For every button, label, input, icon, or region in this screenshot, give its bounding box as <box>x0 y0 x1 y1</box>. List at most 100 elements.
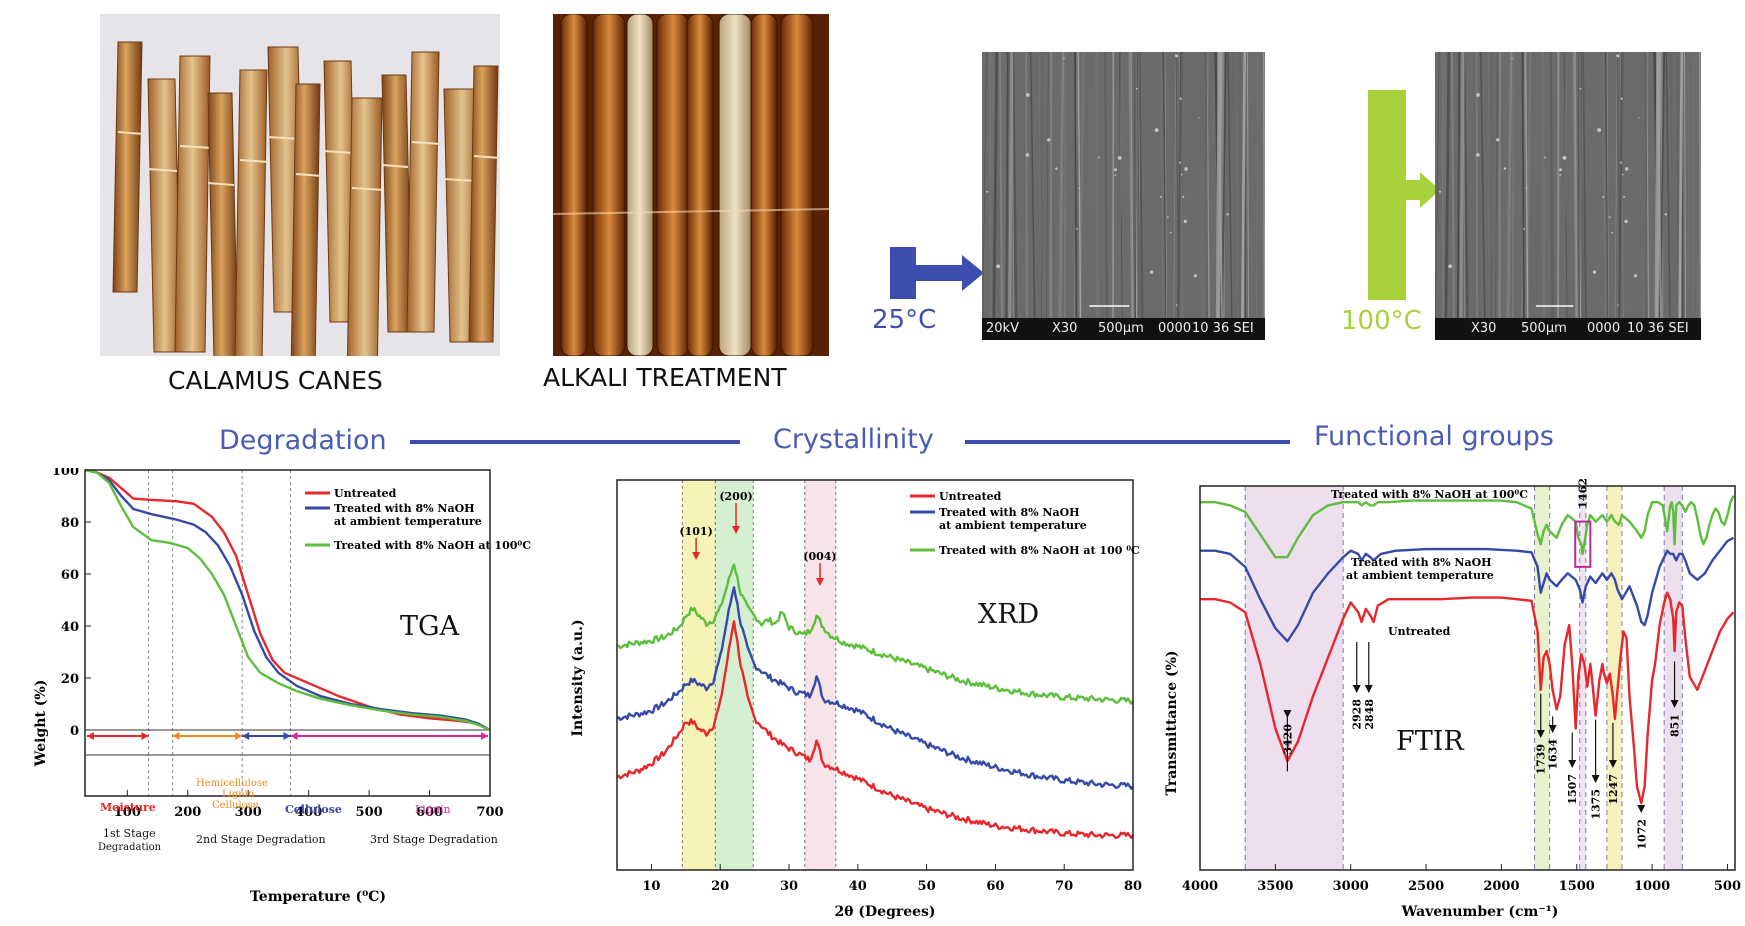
ftir-band <box>1664 486 1683 870</box>
sem-particle <box>1025 153 1030 157</box>
sem-image-ambient: 20kV X30 500μm 0000 10 36 SEI <box>982 52 1265 340</box>
sem-particle <box>1176 304 1178 306</box>
ftir-band <box>1606 486 1622 870</box>
tga-legend: Untreated Treated with 8% NaOH at ambien… <box>305 487 531 552</box>
tga-y-tick-label: 60 <box>61 568 79 583</box>
alkali-treatment-caption: ALKALI TREATMENT <box>543 363 787 392</box>
sem-fiber <box>1029 52 1036 319</box>
sem-fiber <box>1262 52 1265 319</box>
cane-node <box>443 178 477 182</box>
sem-particle <box>1620 97 1623 100</box>
sem-fiber <box>1025 52 1028 319</box>
ftir-peak-label: 2848 <box>1363 699 1376 730</box>
ftir-band <box>1245 486 1344 870</box>
treated-cane-shape <box>718 14 752 356</box>
sem-fiber <box>1138 52 1144 319</box>
tga-stage-arrowhead <box>481 732 488 740</box>
tga-stage-arrowhead <box>290 732 298 740</box>
sem-fiber <box>1177 52 1182 319</box>
xrd-legend-ambient-1: Treated with 8% NaOH <box>939 506 1080 519</box>
sem-fiber <box>1058 52 1064 319</box>
sem-particle <box>1476 153 1480 157</box>
sem-particle <box>1562 155 1567 160</box>
xrd-peak-arrowhead <box>815 578 824 586</box>
sem-particle <box>1055 167 1058 170</box>
xrd-x-tick-label: 60 <box>986 879 1004 894</box>
cane-node <box>147 168 178 172</box>
sem-particle <box>1620 161 1622 164</box>
xrd-peak-label: (200) <box>719 490 752 503</box>
sem-fiber <box>1549 52 1554 319</box>
treated-cane-shape <box>626 14 654 356</box>
tga-series-hot <box>84 468 491 732</box>
sem-fiber <box>1645 52 1648 319</box>
tga-legend-hot: Treated with 8% NaOH at 100⁰C <box>334 539 531 552</box>
cane-node <box>207 182 235 186</box>
cane-shape <box>406 51 440 333</box>
xrd-chart-label: XRD <box>978 599 1039 630</box>
sem-particle <box>1608 216 1611 218</box>
sem-particle <box>1621 173 1624 176</box>
xrd-y-axis-label: Intensity (a.u.) <box>570 619 586 736</box>
cane-shape <box>112 41 143 293</box>
sem-particle <box>1624 219 1628 224</box>
ftir-peak-arrowhead <box>1608 760 1617 768</box>
sem-fiber <box>1259 52 1263 319</box>
ftir-x-tick-label: 3500 <box>1257 879 1293 894</box>
sem-fiber <box>1614 52 1618 319</box>
ftir-boxed-peak-marker <box>1574 520 1592 568</box>
sem-fiber <box>1046 52 1049 319</box>
ftir-peak-arrowhead <box>1670 700 1679 708</box>
sem-fiber <box>1692 52 1695 319</box>
tga-plot-frame <box>84 469 491 797</box>
sem-fiber <box>1256 52 1258 319</box>
treated-cane-shape <box>592 14 626 356</box>
tga-legend-ambient-1: Treated with 8% NaOH <box>334 502 475 515</box>
ftir-x-tick-label: 3000 <box>1333 879 1369 894</box>
calamus-canes-caption: CALAMUS CANES <box>168 366 383 395</box>
xrd-legend: Untreated Treated with 8% NaOH at ambien… <box>910 490 1140 557</box>
degradation-label: Degradation <box>219 425 387 456</box>
section-connector-lines <box>410 440 1290 444</box>
sem-particle <box>1154 128 1159 132</box>
sem-fiber <box>1695 52 1699 319</box>
cane-node <box>179 145 213 149</box>
sem-fiber <box>1678 52 1684 319</box>
sem-fiber <box>1521 52 1525 319</box>
cane-node <box>239 159 270 163</box>
sem-fiber <box>1134 52 1141 319</box>
tga-series-ambient <box>84 468 491 732</box>
sem-particle <box>1175 54 1178 58</box>
sem2-id: 10 36 SEI <box>1627 321 1689 336</box>
xrd-series-untreated <box>616 620 1134 839</box>
ftir-peak-label: 1375 <box>1590 789 1603 820</box>
xrd-x-tick-label: 40 <box>849 879 867 894</box>
cane-shape <box>207 92 239 356</box>
sem-fiber <box>1606 52 1610 319</box>
sem-particle <box>996 264 1001 269</box>
sem-fiber <box>1008 52 1014 319</box>
xrd-peak-band <box>682 480 716 870</box>
tga-stage-arrowhead <box>242 732 250 740</box>
stage-1-label: 1st Stage <box>103 827 156 840</box>
ftir-x-axis-label: Wavenumber (cm⁻¹) <box>1401 904 1559 920</box>
sem-fiber <box>1444 52 1451 319</box>
ftir-chart-label: FTIR <box>1396 726 1464 757</box>
sem-particle <box>1559 168 1562 172</box>
sem-fiber <box>1095 52 1100 319</box>
sem-fiber <box>1462 52 1469 319</box>
sem-fiber <box>1618 52 1623 319</box>
sem-fiber <box>1241 52 1246 319</box>
hot-temp-label: 100°C <box>1341 306 1422 336</box>
sem-particle <box>986 190 989 193</box>
ftir-band <box>1579 486 1586 870</box>
cane-node <box>473 155 500 159</box>
xrd-peak-label: (101) <box>679 525 712 538</box>
tga-y-tick-label: 0 <box>70 724 79 739</box>
sem-particle <box>1579 87 1582 90</box>
tga-chart-label: TGA <box>400 611 460 642</box>
tga-stage-arrowhead <box>87 732 94 740</box>
cane-node <box>117 131 145 135</box>
sem-particle <box>1075 228 1078 230</box>
sem-particle <box>1198 117 1200 119</box>
